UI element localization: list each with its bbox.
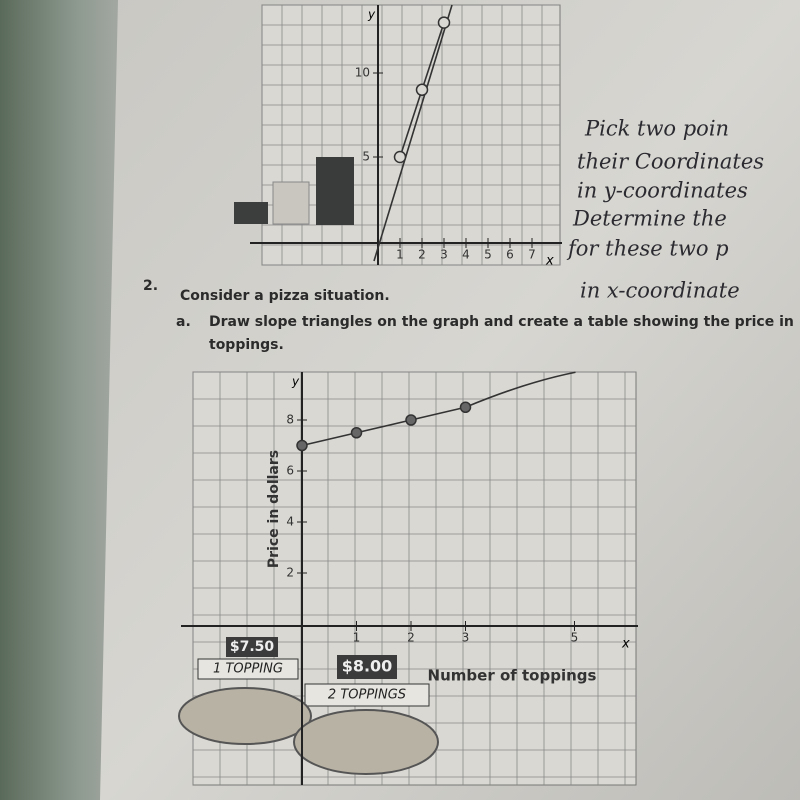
handwriting: for these two p <box>566 237 729 261</box>
blocks <box>234 157 354 225</box>
price-label: $7.50 <box>230 639 275 655</box>
data-point <box>459 401 472 413</box>
handwriting: Pick two poin <box>584 117 729 141</box>
caption: 1 TOPPING <box>213 662 283 677</box>
axis-label: y <box>291 375 300 389</box>
handwriting: in y-coordinates <box>577 179 748 203</box>
graph-line <box>373 4 453 262</box>
part-label: a. <box>176 314 191 330</box>
x-tick-label: 5 <box>484 248 492 262</box>
axis-label: x <box>545 254 554 269</box>
grid <box>261 4 561 266</box>
x-tick-label: 1 <box>396 248 404 262</box>
x-tick-label: 1 <box>353 631 361 645</box>
handwriting: Determine the <box>572 207 727 231</box>
price-label: $8.00 <box>342 657 393 676</box>
data-point <box>437 16 451 29</box>
x-tick-label: 7 <box>528 248 536 262</box>
handwriting: in x-coordinate <box>580 279 740 303</box>
axis-label: x <box>621 637 630 652</box>
data-point <box>415 83 429 97</box>
y-tick-label: 4 <box>286 515 294 529</box>
axis-label: y <box>367 8 376 22</box>
pizza-labels <box>178 637 439 775</box>
x-tick-label: 2 <box>407 631 415 645</box>
data-point <box>405 414 417 426</box>
grid-area <box>261 4 561 266</box>
instruction: toppings. <box>209 337 284 353</box>
graph-line <box>301 406 466 447</box>
y-tick-label: 2 <box>286 566 294 580</box>
handwriting: their Coordinates <box>577 150 764 174</box>
question-text: Consider a pizza situation. <box>180 288 390 304</box>
instruction: Draw slope triangles on the graph and cr… <box>209 314 794 330</box>
y-tick-label: 8 <box>286 413 294 427</box>
question-number: 2. <box>143 278 158 294</box>
x-tick-label: 6 <box>506 248 514 262</box>
axis-title: Price in dollars <box>266 450 282 568</box>
data-point <box>296 439 308 452</box>
x-tick-label: 3 <box>440 248 448 262</box>
y-tick-label: 6 <box>286 464 294 478</box>
y-tick-label: 5 <box>362 150 370 164</box>
graph-line <box>465 371 576 408</box>
x-tick-label: 4 <box>462 248 470 262</box>
x-tick-label: 5 <box>571 631 579 645</box>
x-tick-label: 2 <box>418 248 426 262</box>
axis-title: Number of toppings <box>428 667 597 685</box>
y-tick-label: 10 <box>355 66 370 80</box>
caption: 2 TOPPINGS <box>328 688 406 703</box>
data-point <box>350 427 363 439</box>
data-point <box>393 150 407 164</box>
x-tick-label: 3 <box>462 631 470 645</box>
